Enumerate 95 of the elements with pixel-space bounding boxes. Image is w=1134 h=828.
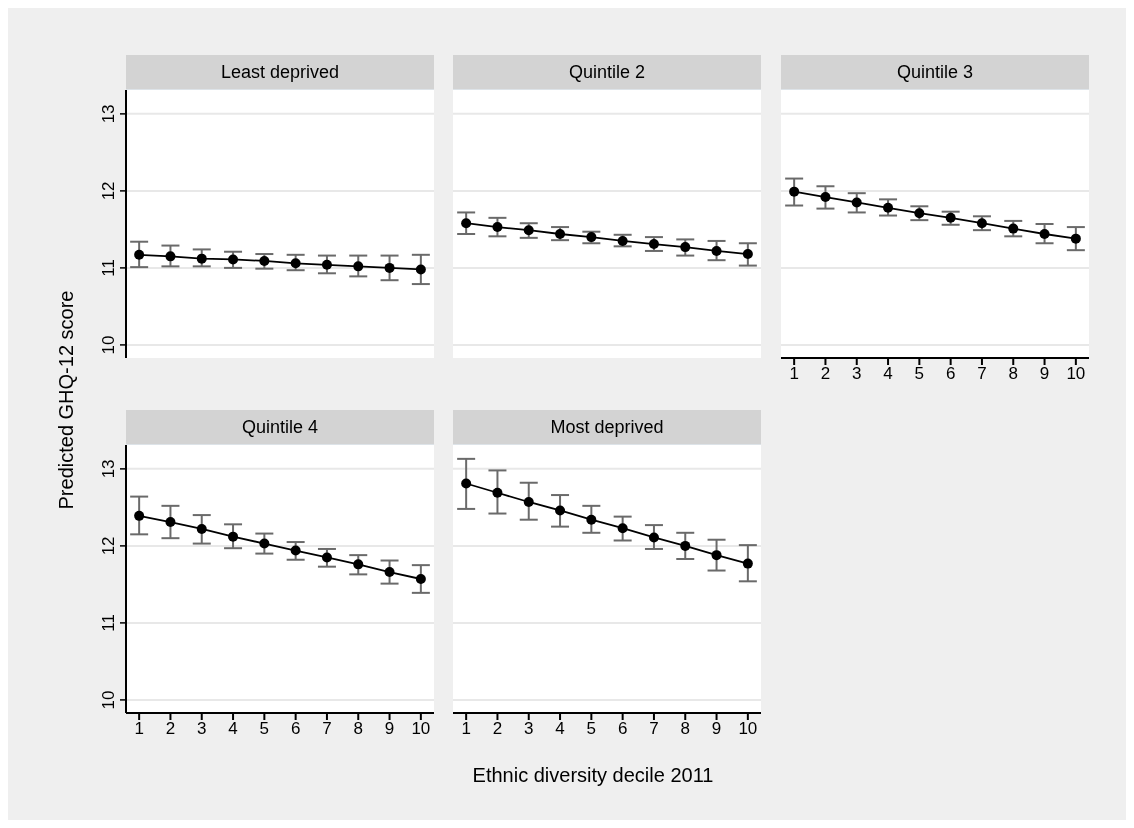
x-tick-label: 8 xyxy=(353,719,363,739)
point xyxy=(680,540,691,551)
point xyxy=(711,245,722,256)
point xyxy=(680,242,691,253)
x-tick-label: 1 xyxy=(461,719,471,739)
point xyxy=(415,264,426,275)
x-tick-label: 9 xyxy=(384,719,395,739)
point xyxy=(165,251,176,262)
point xyxy=(742,558,753,569)
x-tick-label: 1 xyxy=(134,719,144,739)
point xyxy=(1070,233,1081,244)
x-tick-label: 6 xyxy=(290,719,301,739)
point xyxy=(290,545,301,556)
point xyxy=(415,574,426,584)
x-tick-label: 3 xyxy=(524,719,534,739)
point xyxy=(165,517,176,528)
point xyxy=(742,249,753,260)
point xyxy=(914,208,925,219)
point xyxy=(196,523,207,534)
point xyxy=(384,567,395,578)
point xyxy=(586,514,597,525)
point xyxy=(883,202,894,213)
x-axis-title: Ethnic diversity decile 2011 xyxy=(472,763,714,787)
point xyxy=(461,478,472,489)
point xyxy=(1039,229,1050,240)
y-tick-label: 12 xyxy=(99,181,118,201)
y-tick-label: 12 xyxy=(99,536,118,556)
point xyxy=(259,538,270,549)
point xyxy=(259,255,270,266)
point xyxy=(586,232,597,243)
point xyxy=(1008,223,1019,234)
x-tick-label: 5 xyxy=(914,364,925,384)
point xyxy=(461,218,472,229)
point xyxy=(523,225,534,236)
x-tick-label: 3 xyxy=(197,719,207,739)
x-tick-label: 5 xyxy=(259,719,270,739)
point xyxy=(648,532,659,543)
x-tick-label: 3 xyxy=(852,364,862,384)
point xyxy=(492,487,503,498)
chart-title: Quintile 4 xyxy=(126,410,434,445)
x-tick-label: 10 xyxy=(738,719,758,739)
point xyxy=(789,186,800,197)
point xyxy=(711,550,722,561)
point xyxy=(492,222,503,233)
x-tick-label: 6 xyxy=(945,364,956,384)
point xyxy=(820,192,831,203)
x-tick-label: 10 xyxy=(1066,364,1086,384)
x-tick-label: 7 xyxy=(977,364,987,384)
point xyxy=(555,229,566,240)
point xyxy=(196,253,207,264)
x-tick-label: 4 xyxy=(883,364,893,384)
y-tick-label: 11 xyxy=(99,259,118,277)
point xyxy=(353,559,364,570)
x-tick-label: 7 xyxy=(649,719,659,739)
x-tick-label: 1 xyxy=(789,364,799,384)
point xyxy=(648,239,659,250)
y-tick-label: 10 xyxy=(99,335,118,355)
point xyxy=(353,261,364,272)
x-tick-label: 6 xyxy=(617,719,628,739)
x-tick-label: 9 xyxy=(711,719,722,739)
point xyxy=(321,552,332,563)
chart-title: Quintile 2 xyxy=(453,55,761,90)
chart-title: Most deprived xyxy=(453,410,761,445)
x-tick-label: 2 xyxy=(165,719,176,739)
x-tick-label: 4 xyxy=(555,719,565,739)
y-tick-label: 11 xyxy=(99,614,118,632)
x-tick-label: 2 xyxy=(820,364,831,384)
x-tick-label: 10 xyxy=(411,719,431,739)
point xyxy=(134,249,145,260)
point xyxy=(851,197,862,208)
y-tick-label: 10 xyxy=(99,690,118,710)
point xyxy=(617,235,628,246)
x-tick-label: 9 xyxy=(1039,364,1050,384)
point xyxy=(290,258,301,269)
point xyxy=(555,505,566,516)
point xyxy=(228,531,239,542)
chart-title: Least deprived xyxy=(126,55,434,90)
x-tick-label: 7 xyxy=(322,719,332,739)
y-tick-label: 13 xyxy=(99,104,118,124)
x-tick-label: 8 xyxy=(680,719,690,739)
point xyxy=(523,496,534,507)
y-axis-title: Predicted GHQ-12 score xyxy=(54,290,78,510)
point xyxy=(945,212,956,223)
point xyxy=(321,259,332,270)
chart-title: Quintile 3 xyxy=(781,55,1089,90)
point xyxy=(134,510,145,521)
point xyxy=(384,262,395,273)
x-tick-label: 4 xyxy=(228,719,238,739)
x-tick-label: 5 xyxy=(586,719,597,739)
x-tick-label: 2 xyxy=(492,719,503,739)
x-tick-label: 8 xyxy=(1008,364,1018,384)
point xyxy=(228,254,239,265)
point xyxy=(617,523,628,534)
y-tick-label: 13 xyxy=(99,459,118,479)
point xyxy=(976,218,987,229)
